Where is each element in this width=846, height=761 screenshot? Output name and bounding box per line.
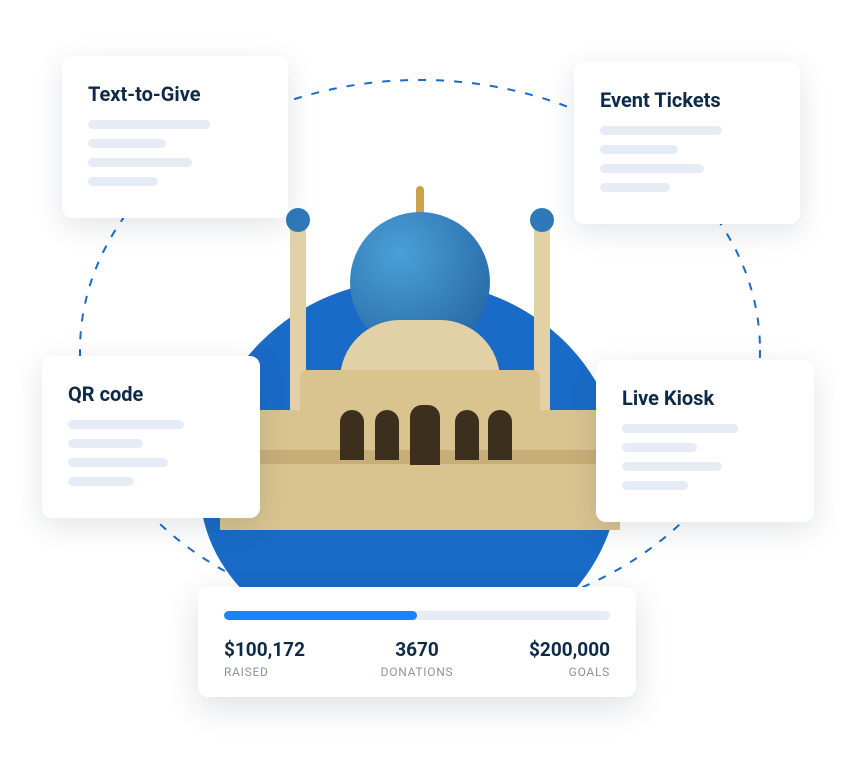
skeleton-line	[68, 458, 168, 467]
skeleton-line	[88, 139, 166, 148]
skeleton-line	[622, 462, 722, 471]
feature-card-live-kiosk: Live Kiosk	[596, 360, 814, 522]
skeleton-line	[622, 424, 738, 433]
stats-row: $100,172 RAISED 3670 DONATIONS $200,000 …	[224, 638, 610, 679]
skeleton-line	[68, 420, 184, 429]
skeleton-line	[600, 164, 704, 173]
skeleton-line	[622, 481, 688, 490]
skeleton-line	[600, 183, 670, 192]
infographic-stage: Text-to-Give Event Tickets QR code Live …	[0, 0, 846, 761]
skeleton-line	[600, 126, 722, 135]
stat-donations: 3670 DONATIONS	[381, 638, 454, 679]
skeleton-line	[88, 177, 158, 186]
stat-label: GOALS	[529, 665, 610, 679]
feature-card-event-tickets: Event Tickets	[574, 62, 800, 224]
stat-raised: $100,172 RAISED	[224, 638, 305, 679]
progress-bar-fill	[224, 611, 417, 620]
stats-card: $100,172 RAISED 3670 DONATIONS $200,000 …	[198, 587, 636, 697]
skeleton-line	[68, 477, 134, 486]
progress-bar	[224, 611, 610, 620]
skeleton-line	[88, 158, 192, 167]
stat-value: $200,000	[529, 638, 610, 661]
card-title: Live Kiosk	[622, 386, 788, 410]
skeleton-line	[622, 443, 697, 452]
skeleton-line	[88, 120, 210, 129]
card-title: Event Tickets	[600, 88, 774, 112]
stat-label: DONATIONS	[381, 665, 454, 679]
card-title: Text-to-Give	[88, 82, 262, 106]
stat-value: $100,172	[224, 638, 305, 661]
stat-value: 3670	[381, 638, 454, 661]
feature-card-qr-code: QR code	[42, 356, 260, 518]
skeleton-line	[68, 439, 143, 448]
card-title: QR code	[68, 382, 234, 406]
stat-label: RAISED	[224, 665, 305, 679]
stat-goals: $200,000 GOALS	[529, 638, 610, 679]
feature-card-text-to-give: Text-to-Give	[62, 56, 288, 218]
skeleton-line	[600, 145, 678, 154]
